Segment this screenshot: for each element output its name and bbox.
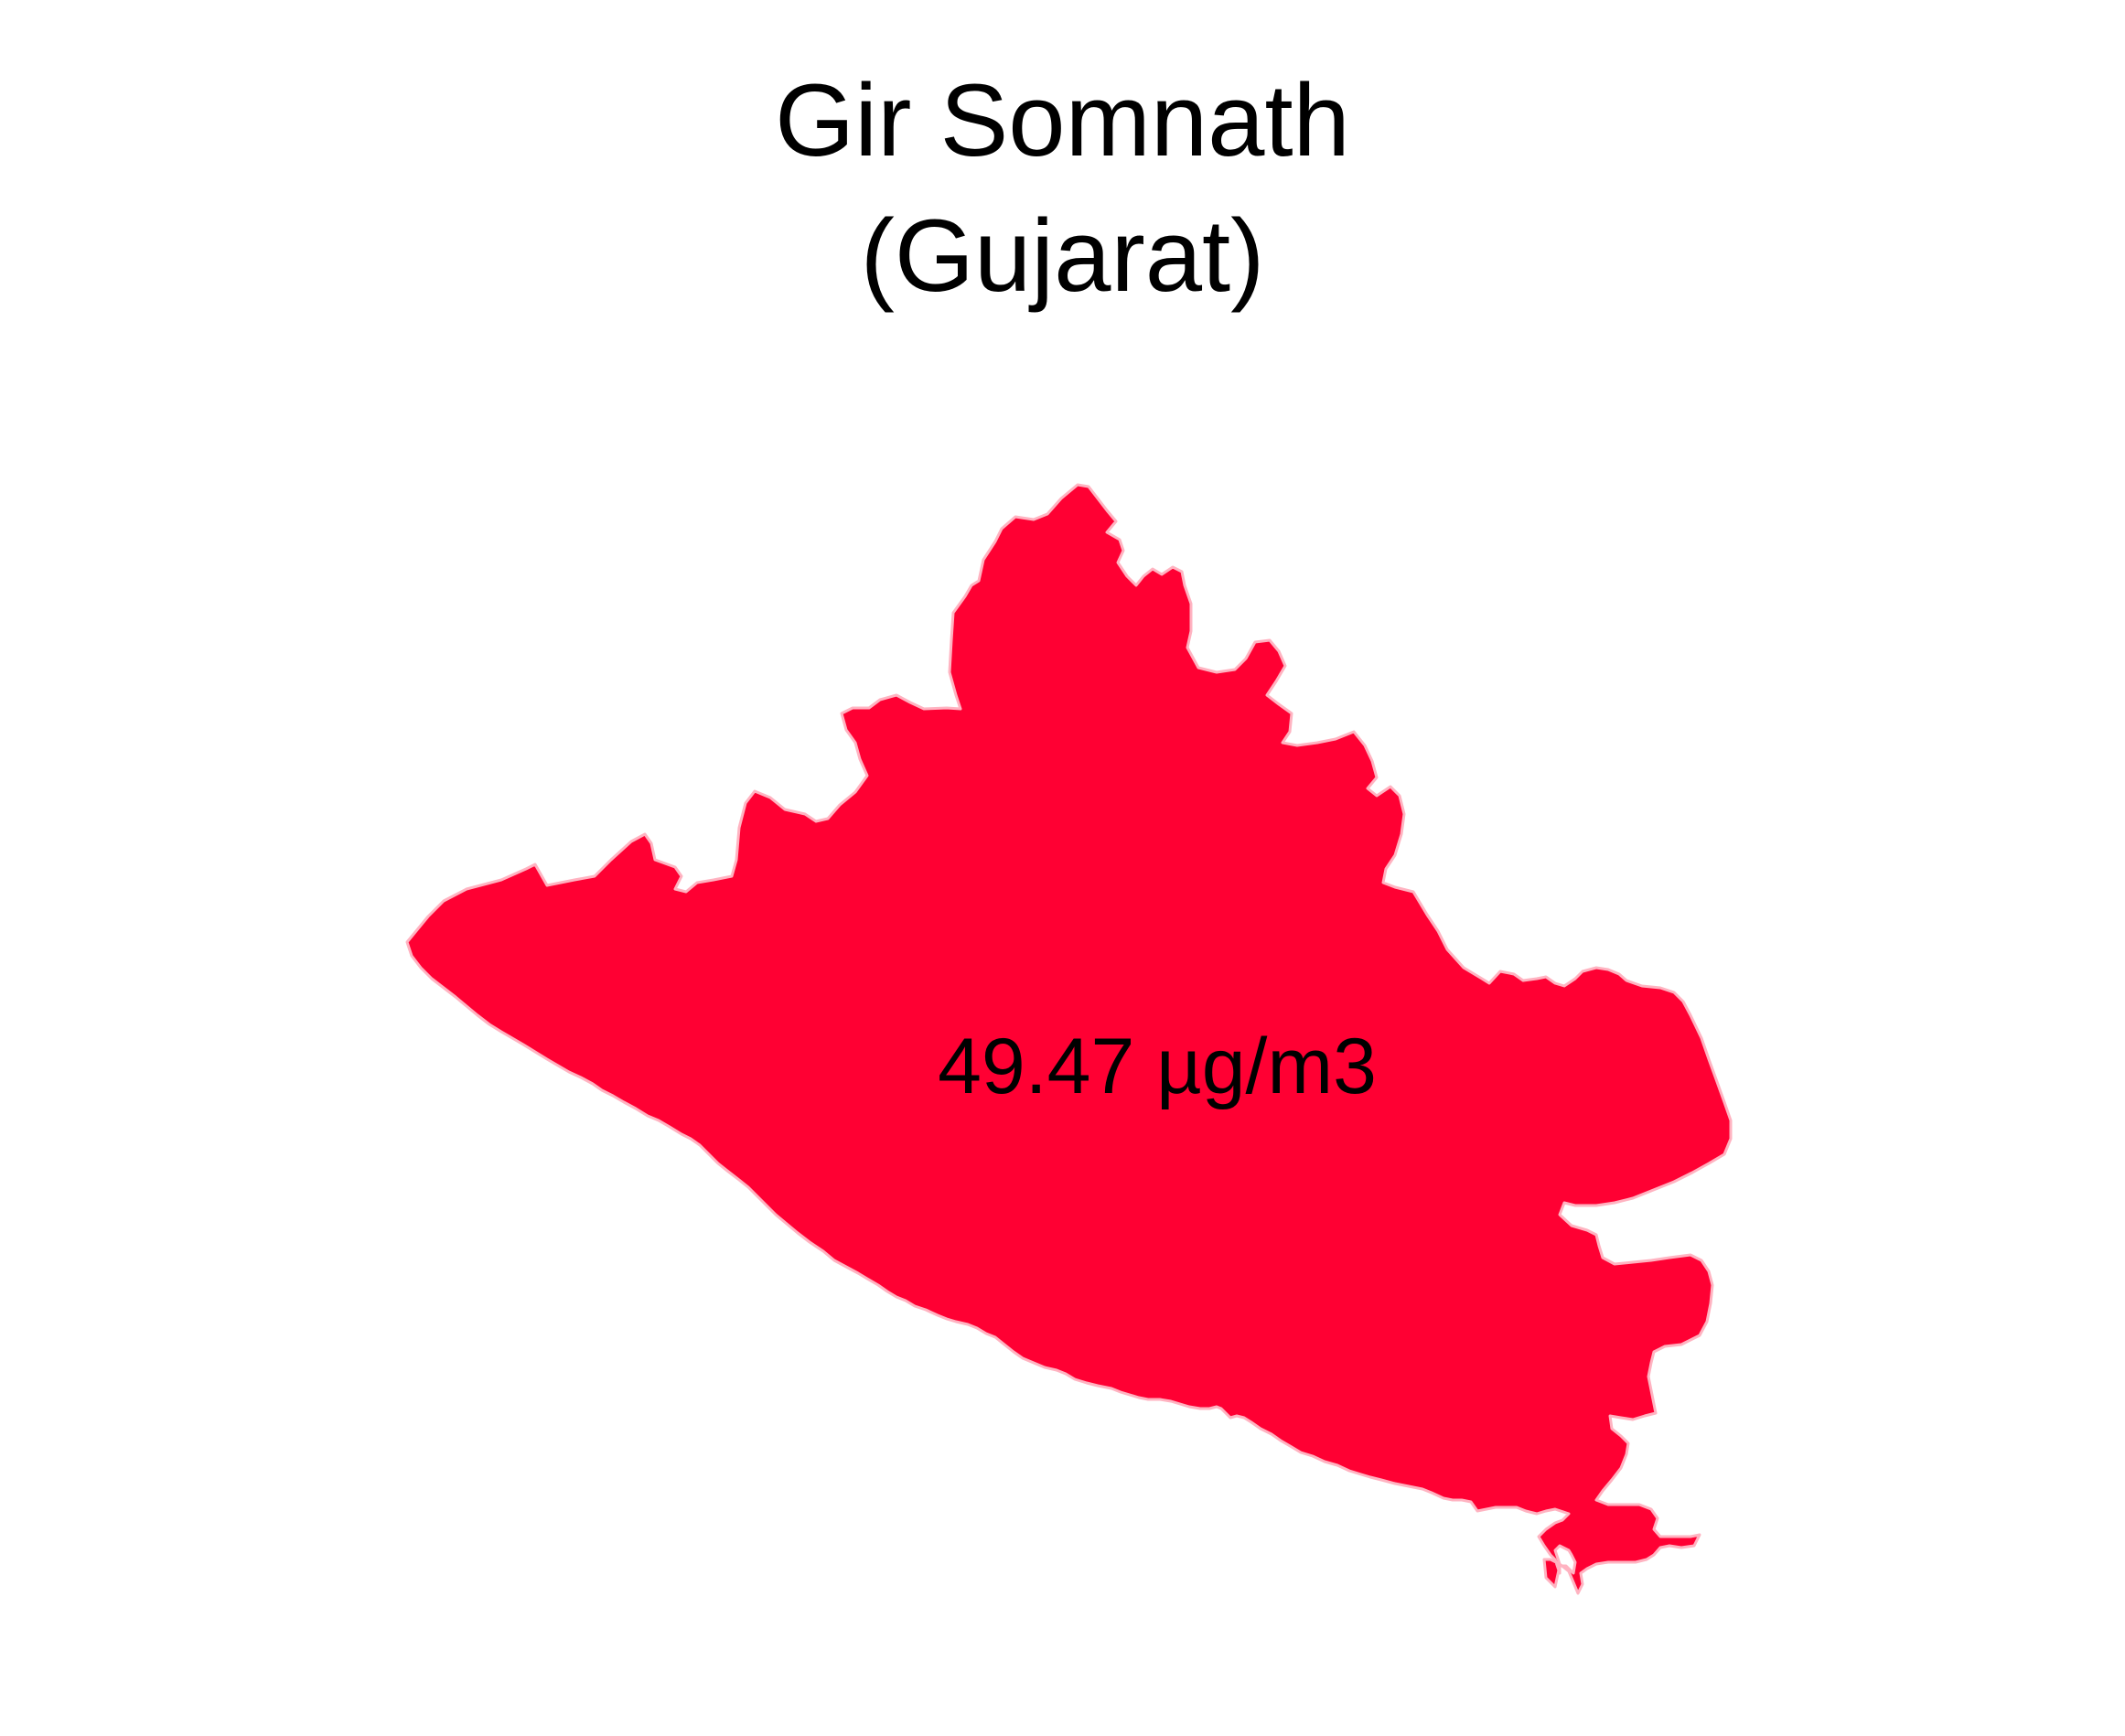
- region-value-label: 49.47 µg/m3: [938, 1023, 1377, 1110]
- map-title: Gir Somnath (Gujarat): [0, 53, 2125, 324]
- district-shape: [405, 483, 1733, 1595]
- state-name: (Gujarat): [860, 198, 1265, 313]
- district-name: Gir Somnath: [775, 63, 1350, 177]
